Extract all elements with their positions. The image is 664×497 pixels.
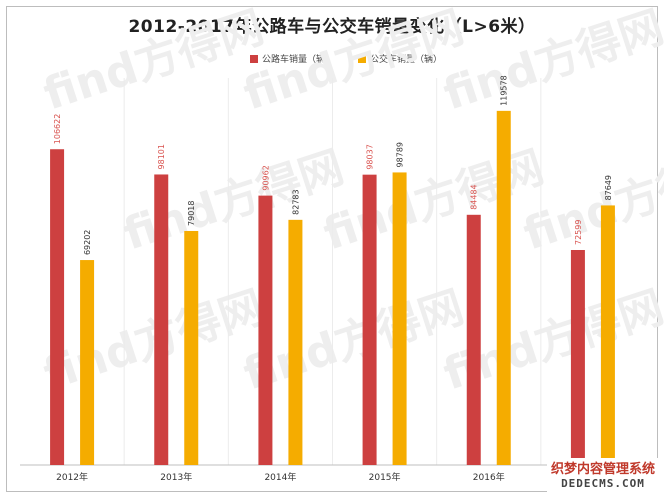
legend-label-highway: 公路车销量（辆） (262, 55, 335, 65)
bar-bus-0 (80, 260, 95, 465)
bar-highway-0 (50, 149, 65, 465)
bar-highway-2 (258, 195, 273, 465)
data-label-highway-0: 106622 (53, 114, 62, 145)
data-label-highway-3: 98037 (366, 144, 375, 169)
watermark-text-7: find方得网 (238, 282, 470, 401)
x-tick-label-1: 2013年 (160, 471, 192, 483)
bar-highway-1 (154, 174, 169, 466)
legend-swatch-highway (250, 54, 258, 63)
bar-bus-3 (392, 172, 407, 466)
bar-bus-4 (496, 110, 511, 466)
site-watermark-cn: 织梦内容管理系统 (550, 462, 655, 477)
legend-swatch-bus (358, 54, 367, 63)
bar-highway-3 (362, 174, 377, 465)
data-label-bus-0: 69202 (83, 230, 92, 255)
category-dividers (123, 78, 542, 465)
data-label-highway-5: 72599 (574, 220, 583, 245)
data-label-bus-1: 79018 (187, 201, 196, 226)
data-label-bus-2: 82783 (291, 189, 300, 214)
site-watermark-en: DEDECMS.COM (561, 477, 645, 490)
bar-highway-5 (570, 249, 585, 465)
x-tick-label-4: 2016年 (473, 471, 505, 483)
watermark-text-2: find方得网 (438, 2, 664, 121)
watermark-text-6: find方得网 (38, 282, 270, 401)
bar-bus-5 (600, 205, 615, 465)
watermark-text-1: find方得网 (238, 2, 470, 121)
data-label-highway-2: 90962 (261, 165, 270, 190)
site-watermark: 织梦内容管理系统 DEDECMS.COM (547, 458, 659, 494)
x-tick-label-2: 2014年 (264, 471, 296, 483)
x-tick-labels-layer: 2012年2013年2014年2015年2016年2017年 (56, 471, 609, 483)
bar-highway-4 (466, 214, 481, 465)
chart-title: 2012-2017年公路车与公交车销量变化（L>6米） (128, 17, 536, 37)
watermark-text-0: find方得网 (38, 2, 270, 121)
legend-item-bus: 公交车销量（辆） (358, 52, 442, 65)
bars-layer (50, 110, 615, 466)
bar-bus-1 (184, 230, 199, 465)
data-labels-layer: 106622 69202 98101 79018 90962 82783 98037 9878… (53, 75, 613, 255)
x-tick-label-0: 2012年 (56, 471, 88, 483)
data-label-bus-4: 119578 (500, 75, 509, 106)
watermark-text-4: find方得网 (318, 142, 550, 261)
legend-item-highway: 公路车销量（辆） (250, 52, 334, 65)
data-label-highway-1: 98101 (157, 144, 166, 169)
legend-label-bus: 公交车销量（辆） (370, 55, 443, 65)
watermark-layer: find方得网find方得网find方得网find方得网find方得网find方… (38, 2, 664, 401)
watermark-text-3: find方得网 (118, 142, 350, 261)
data-label-bus-5: 87649 (604, 175, 613, 200)
x-tick-label-3: 2015年 (369, 471, 401, 483)
data-label-bus-3: 98789 (396, 142, 405, 167)
data-label-highway-4: 84484 (470, 184, 479, 209)
chart-legend: 公路车销量（辆） 公交车销量（辆） (250, 52, 442, 65)
bar-bus-2 (288, 219, 303, 465)
